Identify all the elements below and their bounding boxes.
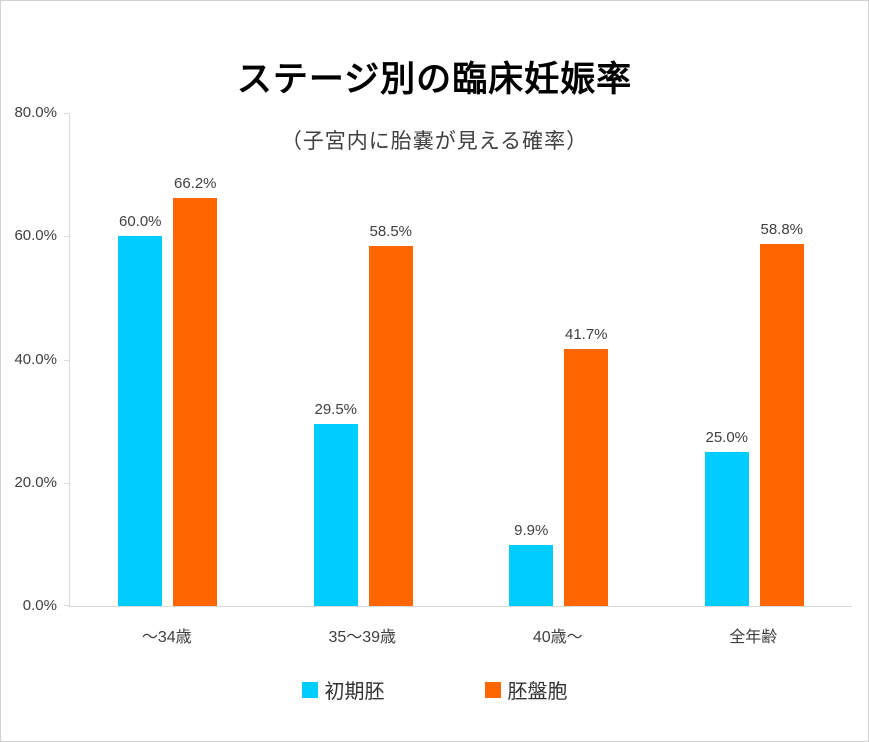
y-axis-label: 20.0% [14,473,57,491]
chart-subtitle: （子宮内に胎嚢が見える確率） [280,130,589,153]
y-axis-tick [64,236,70,238]
data-label: 60.0% [118,213,162,231]
legend-swatch-icon [301,681,318,698]
category-group: 29.5% 58.5% [266,113,462,606]
bar-胚盤胞: 58.5% [368,223,413,606]
data-label: 58.8% [760,220,804,238]
category-label: 40歳～ [532,629,583,646]
category-group: 9.9% 41.7% [461,113,657,606]
y-axis-tick [64,113,70,114]
category-label: 35～39歳 [328,629,397,646]
category-label: 全年齢 [729,629,778,646]
data-label: 9.9% [514,522,549,539]
category-group: 60.0% 66.2% [70,113,266,606]
data-label: 41.7% [564,326,608,344]
y-axis-label: 0.0% [22,597,57,614]
bar-胚盤胞: 41.7% [564,326,609,606]
y-axis-tick [64,359,70,361]
legend-item: 初期胚 [301,675,385,704]
bar-初期胚: 25.0% [704,429,749,606]
bar-初期胚: 29.5% [313,401,358,606]
y-axis-tick [64,482,70,484]
category-group: 25.0% 58.8% [657,113,853,606]
legend: 初期胚 胚盤胞 [1,675,868,704]
bar-初期胚: 9.9% [509,522,554,606]
data-label: 66.2% [173,175,217,193]
y-axis-label: 80.0% [14,104,57,121]
data-label: 25.0% [705,428,749,446]
bar-初期胚: 60.0% [118,213,163,606]
data-label: 29.5% [314,401,358,419]
bar-胚盤胞: 58.8% [759,221,804,606]
category-label: ～34歳 [141,629,192,646]
plot-area: 60.0% 66.2% 29.5% 58.5% 9.9% 41.7% 25.0% 58.8% [64,113,853,607]
y-axis-label: 60.0% [14,227,57,245]
chart-title: ステージ別の臨床妊娠率 [236,60,633,99]
legend-swatch-icon [484,681,501,698]
x-axis-labels: ～34歳 35～39歳 40歳～ 全年齢 [69,623,851,647]
legend-label: 初期胚 [324,681,385,703]
legend-label: 胚盤胞 [507,681,568,703]
data-label: 58.5% [369,222,413,240]
legend-item: 胚盤胞 [484,675,568,704]
y-axis-tick [64,605,70,606]
bar-胚盤胞: 66.2% [173,175,218,606]
y-axis-label: 40.0% [14,350,57,368]
